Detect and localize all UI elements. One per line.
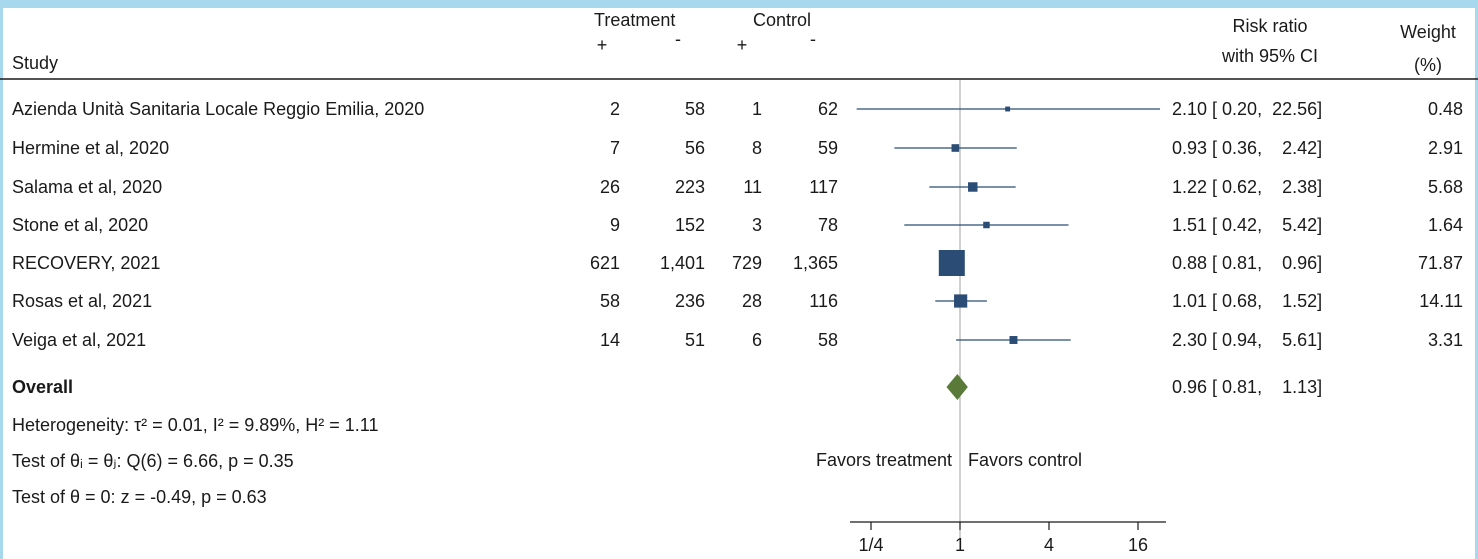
header-study: Study bbox=[12, 53, 58, 73]
control-events: 729 bbox=[732, 253, 762, 273]
treatment-events: 26 bbox=[600, 177, 620, 197]
left-frame-band bbox=[0, 0, 3, 559]
treatment-events: 58 bbox=[600, 291, 620, 311]
risk-ratio-ci: 0.88 [ 0.81, 0.96] bbox=[1172, 253, 1322, 273]
treatment-non-events: 56 bbox=[685, 138, 705, 158]
treatment-non-events: 152 bbox=[675, 215, 705, 235]
control-events: 8 bbox=[752, 138, 762, 158]
overall-risk-ratio-ci: 0.96 [ 0.81, 1.13] bbox=[1172, 377, 1322, 397]
header-risk-ratio: Risk ratio bbox=[1232, 16, 1307, 36]
treatment-non-events: 51 bbox=[685, 330, 705, 350]
study-weight: 1.64 bbox=[1428, 215, 1463, 235]
risk-ratio-ci: 1.01 [ 0.68, 1.52] bbox=[1172, 291, 1322, 311]
treatment-events: 9 bbox=[610, 215, 620, 235]
risk-ratio-ci: 1.51 [ 0.42, 5.42] bbox=[1172, 215, 1322, 235]
effect-marker bbox=[954, 294, 968, 308]
effect-marker bbox=[938, 250, 965, 276]
overall-label: Overall bbox=[12, 377, 73, 397]
treatment-non-events: 58 bbox=[685, 99, 705, 119]
header-treatment-minus: - bbox=[675, 29, 681, 49]
study-name: RECOVERY, 2021 bbox=[12, 253, 160, 273]
study-weight: 2.91 bbox=[1428, 138, 1463, 158]
treatment-non-events: 236 bbox=[675, 291, 705, 311]
treatment-non-events: 223 bbox=[675, 177, 705, 197]
control-non-events: 78 bbox=[818, 215, 838, 235]
study-weight: 0.48 bbox=[1428, 99, 1463, 119]
study-weight: 14.11 bbox=[1419, 291, 1463, 311]
risk-ratio-ci: 1.22 [ 0.62, 2.38] bbox=[1172, 177, 1322, 197]
header-control-plus: + bbox=[737, 35, 748, 55]
study-name: Azienda Unità Sanitaria Locale Reggio Em… bbox=[12, 99, 424, 119]
control-events: 3 bbox=[752, 215, 762, 235]
study-weight: 5.68 bbox=[1428, 177, 1463, 197]
study-name: Salama et al, 2020 bbox=[12, 177, 162, 197]
x-tick-label: 4 bbox=[1044, 535, 1054, 555]
favors-control-label: Favors control bbox=[968, 450, 1082, 470]
test-theta-i-j-text: Test of θᵢ = θⱼ: Q(6) = 6.66, p = 0.35 bbox=[12, 451, 294, 471]
study-name: Veiga et al, 2021 bbox=[12, 330, 146, 350]
header-weight-pct: (%) bbox=[1414, 55, 1442, 75]
favors-treatment-label: Favors treatment bbox=[816, 450, 952, 470]
effect-marker bbox=[983, 221, 990, 229]
treatment-events: 2 bbox=[610, 99, 620, 119]
effect-marker bbox=[1005, 106, 1011, 112]
study-weight: 3.31 bbox=[1428, 330, 1463, 350]
overall-diamond bbox=[946, 374, 968, 400]
header-ci: with 95% CI bbox=[1221, 46, 1318, 66]
control-events: 11 bbox=[743, 177, 762, 197]
study-name: Hermine et al, 2020 bbox=[12, 138, 169, 158]
effect-marker bbox=[968, 182, 978, 192]
control-non-events: 117 bbox=[809, 177, 838, 197]
header-treatment-plus: + bbox=[597, 35, 608, 55]
control-events: 6 bbox=[752, 330, 762, 350]
control-non-events: 116 bbox=[809, 291, 838, 311]
risk-ratio-ci: 2.30 [ 0.94, 5.61] bbox=[1172, 330, 1322, 350]
control-events: 28 bbox=[742, 291, 762, 311]
effect-marker bbox=[1009, 336, 1018, 344]
header-control-minus: - bbox=[810, 29, 816, 49]
x-tick-label: 1 bbox=[955, 535, 965, 555]
control-non-events: 59 bbox=[818, 138, 838, 158]
heterogeneity-text: Heterogeneity: τ² = 0.01, I² = 9.89%, H²… bbox=[12, 415, 378, 435]
treatment-events: 14 bbox=[600, 330, 620, 350]
effect-marker bbox=[951, 144, 960, 152]
risk-ratio-ci: 2.10 [ 0.20, 22.56] bbox=[1172, 99, 1322, 119]
treatment-events: 7 bbox=[610, 138, 620, 158]
test-theta-zero-text: Test of θ = 0: z = -0.49, p = 0.63 bbox=[12, 487, 267, 507]
top-frame-band bbox=[0, 0, 1478, 8]
x-tick-label: 16 bbox=[1128, 535, 1148, 555]
control-non-events: 62 bbox=[818, 99, 838, 119]
study-weight: 71.87 bbox=[1418, 253, 1463, 273]
study-name: Rosas et al, 2021 bbox=[12, 291, 152, 311]
control-non-events: 58 bbox=[818, 330, 838, 350]
header-control: Control bbox=[753, 10, 811, 30]
control-events: 1 bbox=[752, 99, 762, 119]
study-name: Stone et al, 2020 bbox=[12, 215, 148, 235]
header-weight: Weight bbox=[1400, 22, 1456, 42]
treatment-events: 621 bbox=[590, 253, 620, 273]
right-frame-band bbox=[1475, 0, 1478, 559]
control-non-events: 1,365 bbox=[793, 253, 838, 273]
header-treatment: Treatment bbox=[594, 10, 675, 30]
risk-ratio-ci: 0.93 [ 0.36, 2.42] bbox=[1172, 138, 1322, 158]
treatment-non-events: 1,401 bbox=[660, 253, 705, 273]
x-tick-label: 1/4 bbox=[858, 535, 883, 555]
